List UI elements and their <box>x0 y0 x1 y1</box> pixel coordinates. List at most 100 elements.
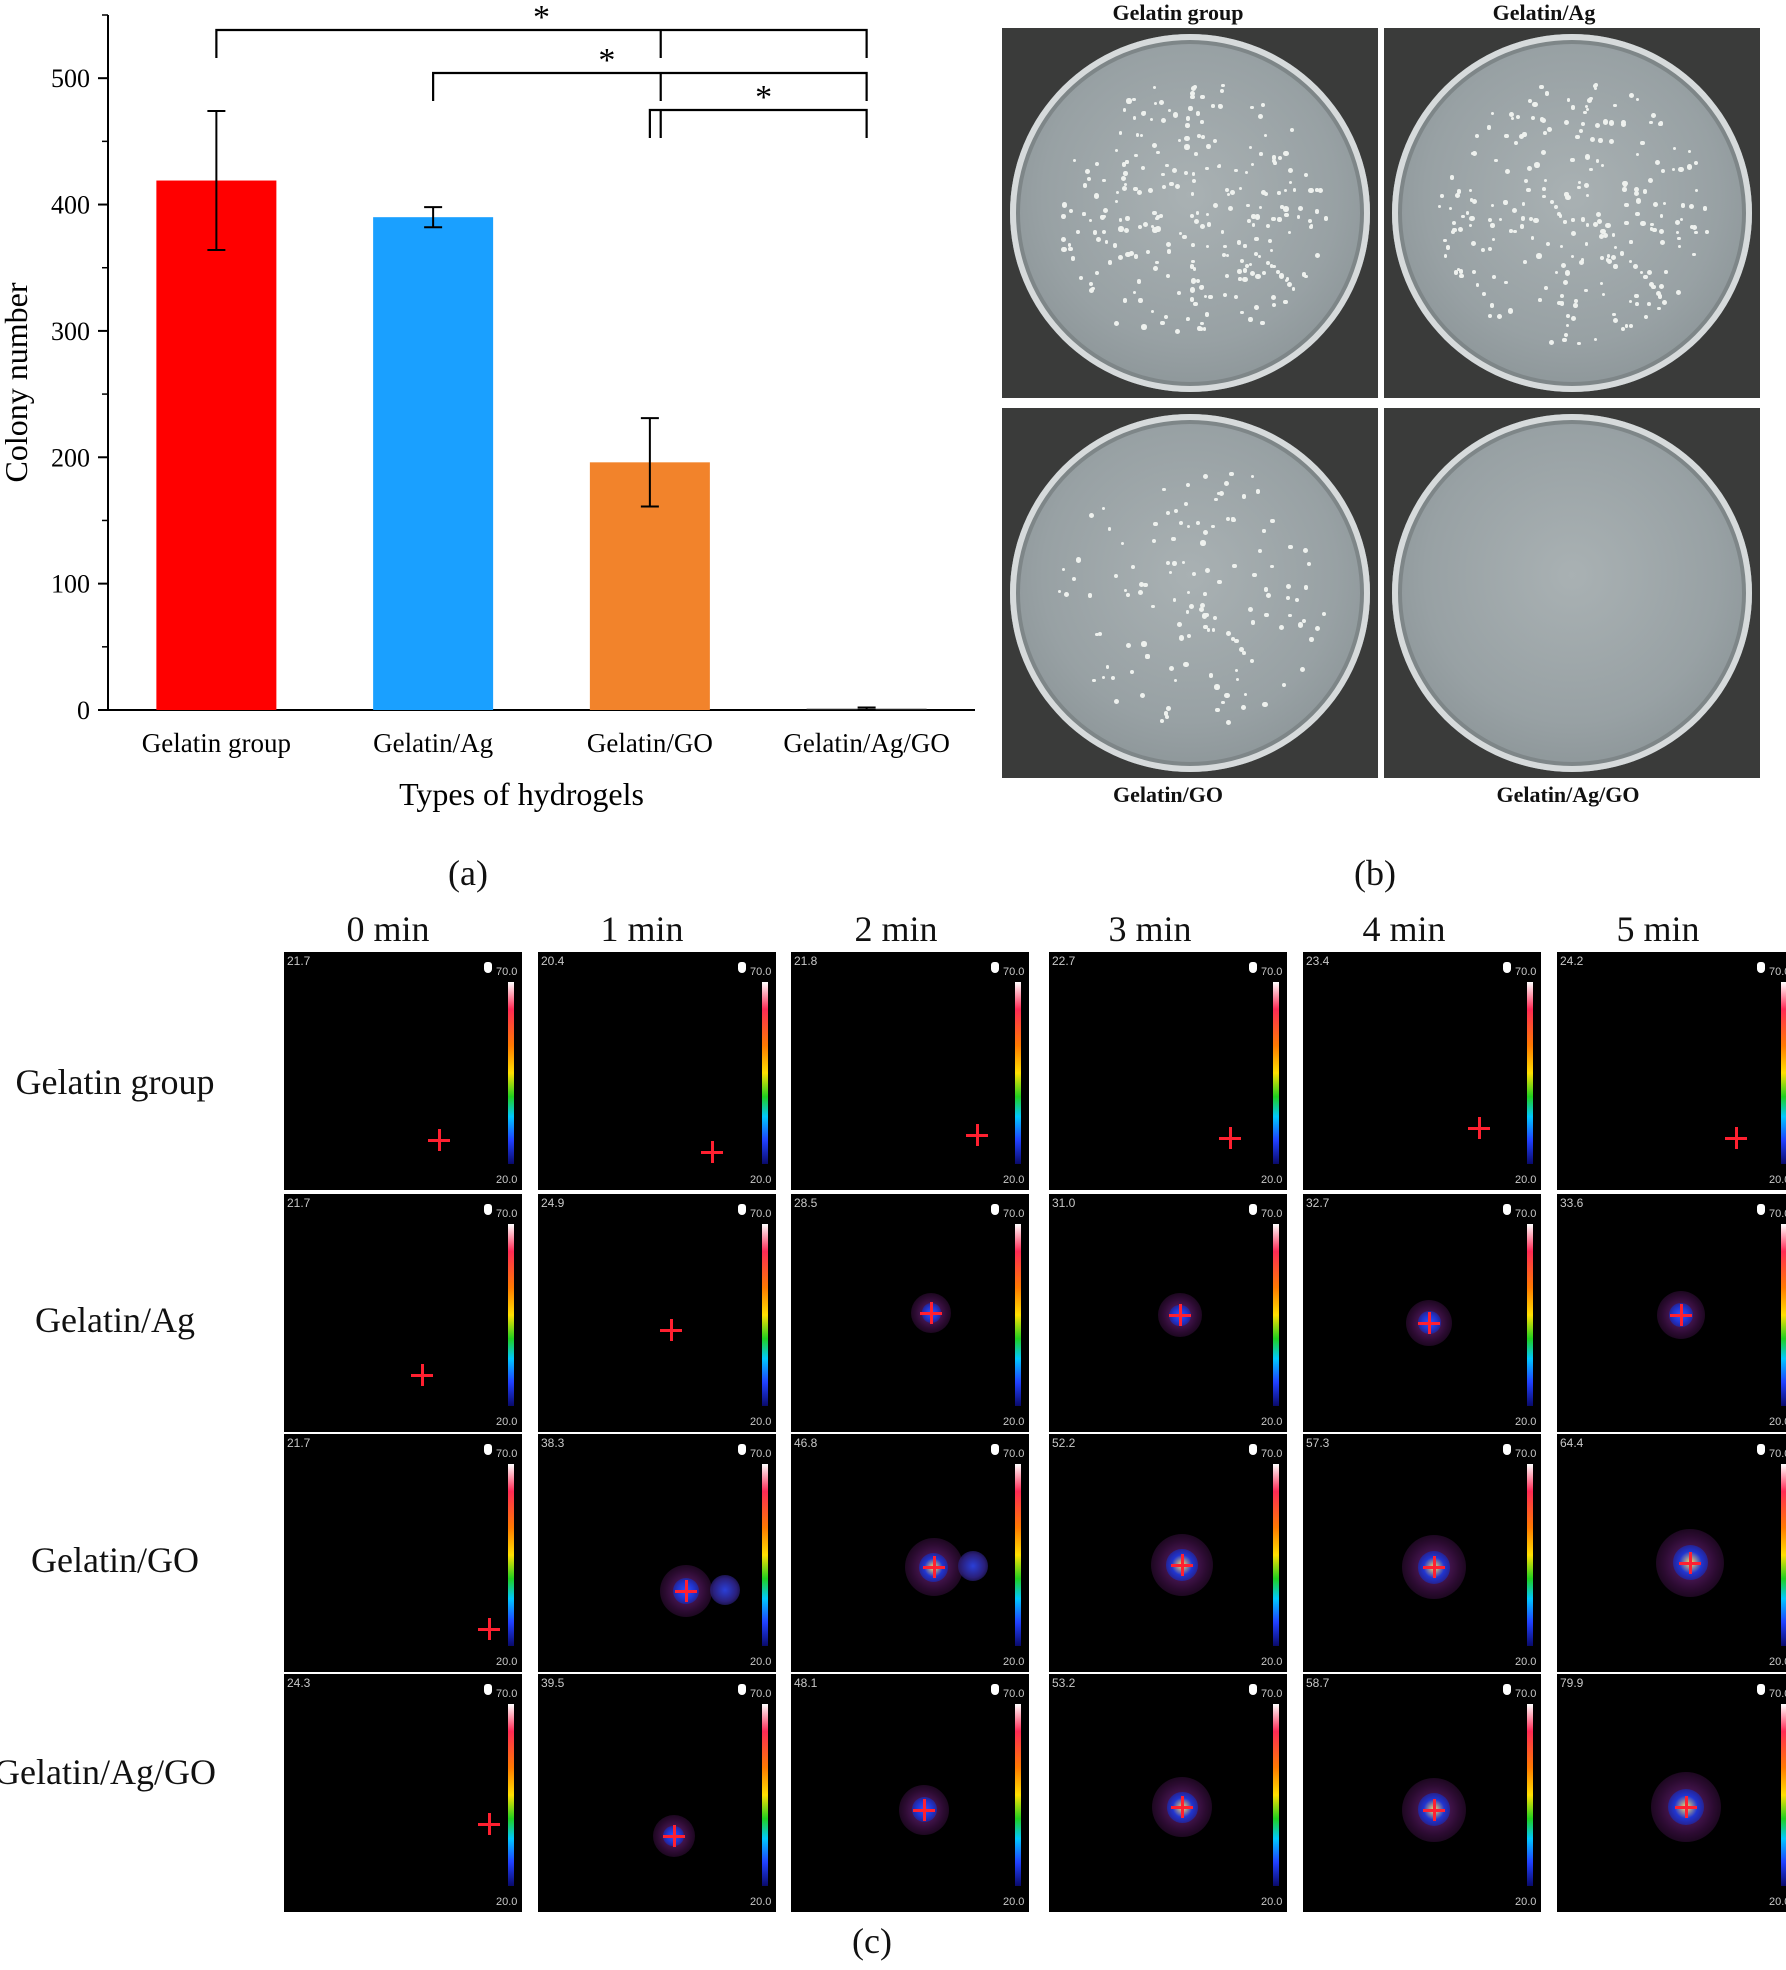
colony-dot <box>1232 563 1237 568</box>
colony-dot <box>1202 473 1209 479</box>
colony-dot <box>1205 568 1210 574</box>
colony-dot <box>1264 191 1269 196</box>
colony-dot <box>1204 312 1210 317</box>
temperature-readout: 21.7 <box>287 1196 311 1210</box>
colony-dot <box>1443 254 1448 258</box>
colony-dot <box>1640 220 1646 226</box>
temperature-color-scale <box>1527 982 1533 1164</box>
colony-dot <box>1651 284 1656 290</box>
colony-dot <box>1255 489 1260 494</box>
colony-dot <box>1101 229 1106 234</box>
colony-dot <box>1190 264 1195 269</box>
significance-star: * <box>533 0 550 36</box>
colony-dot <box>1212 616 1217 621</box>
measurement-crosshair-icon <box>660 1318 683 1341</box>
temperature-readout: 24.2 <box>1560 954 1584 968</box>
colony-dot <box>1260 320 1265 326</box>
colony-dot <box>1115 190 1119 195</box>
petri-dish <box>1010 414 1370 772</box>
hand-cursor-icon <box>1249 1204 1257 1215</box>
colony-dot <box>1185 317 1189 322</box>
colony-dot <box>1217 579 1222 585</box>
colony-dot <box>1564 192 1569 197</box>
colony-dot <box>1125 160 1129 164</box>
colony-dot <box>1123 227 1129 233</box>
colony-dot <box>1557 301 1562 306</box>
colony-dot <box>1589 136 1596 142</box>
measurement-crosshair-icon <box>427 1129 450 1152</box>
colony-dot <box>1515 115 1520 120</box>
colony-dot <box>1526 165 1532 171</box>
panel-label-c: (c) <box>852 1921 892 1961</box>
temperature-color-scale <box>508 982 514 1164</box>
measurement-crosshair-icon <box>1674 1796 1697 1819</box>
colony-dot <box>1628 259 1632 263</box>
colony-dot <box>1600 229 1606 235</box>
colony-dot <box>1544 179 1548 183</box>
colony-dot <box>1186 482 1191 487</box>
colony-dot <box>1200 321 1204 326</box>
colony-dot <box>1565 313 1570 318</box>
colony-dot <box>1133 186 1138 192</box>
colony-dot <box>1287 281 1293 287</box>
thermal-image: 23.4 70.0 20.0 <box>1303 952 1541 1190</box>
plate-image-gelatin-ag <box>1384 28 1760 398</box>
colony-dot <box>1539 117 1545 122</box>
colony-dot <box>1309 225 1314 230</box>
colony-dot <box>1239 646 1244 652</box>
colony-dot <box>1171 560 1177 566</box>
petri-dish <box>1392 34 1752 392</box>
temperature-color-scale <box>1015 1704 1021 1886</box>
colony-dot <box>1162 487 1166 492</box>
colony-dot <box>1609 120 1615 126</box>
colony-dot <box>1195 521 1200 525</box>
plate-label-gelatin-ag-go: Gelatin/Ag/GO <box>1496 782 1640 807</box>
colony-dot <box>1307 219 1312 224</box>
colony-dot <box>1184 144 1190 150</box>
colony-dot <box>1585 223 1589 227</box>
colony-dot <box>1562 280 1569 286</box>
temperature-readout: 33.6 <box>1560 1196 1584 1210</box>
scale-min-label: 20.0 <box>1003 1416 1025 1428</box>
scale-min-label: 20.0 <box>1769 1896 1786 1908</box>
colony-dot <box>1166 249 1172 255</box>
colony-dot <box>1314 208 1320 214</box>
colony-dot <box>1439 193 1444 198</box>
colony-dot <box>1283 151 1289 157</box>
colony-dot <box>1195 211 1200 215</box>
colony-dot <box>1610 254 1616 260</box>
colony-dot <box>1521 202 1526 206</box>
thermal-image: 79.9 70.0 20.0 <box>1557 1674 1786 1912</box>
colony-dot <box>1624 202 1629 208</box>
colony-dot <box>1120 541 1124 545</box>
colony-dot <box>1530 115 1536 121</box>
thermal-image: 24.9 70.0 20.0 <box>538 1194 776 1432</box>
colony-dot <box>1122 298 1128 303</box>
colony-dot <box>1595 122 1601 128</box>
temperature-readout: 28.5 <box>794 1196 818 1210</box>
y-tick-label: 300 <box>51 317 90 346</box>
colony-dot <box>1215 707 1220 712</box>
colony-dot <box>1554 270 1558 274</box>
colony-dot <box>1574 299 1578 303</box>
x-axis-title: Types of hydrogels <box>399 776 644 812</box>
colony-dot <box>1061 568 1065 572</box>
scale-max-label: 70.0 <box>1515 966 1537 978</box>
temperature-readout: 21.8 <box>794 954 818 968</box>
colony-dot <box>1472 199 1478 205</box>
colony-dot <box>1652 227 1657 233</box>
hand-cursor-icon <box>484 1444 492 1455</box>
temperature-readout: 23.4 <box>1306 954 1330 968</box>
hand-cursor-icon <box>991 1444 999 1455</box>
time-label-5: 5 min <box>1616 909 1700 949</box>
colony-dot <box>1250 106 1254 110</box>
temperature-readout: 21.7 <box>287 1436 311 1450</box>
measurement-crosshair-icon <box>965 1124 988 1147</box>
colony-dot <box>1185 123 1190 128</box>
colony-dot <box>1705 230 1710 234</box>
significance-bracket <box>432 71 868 101</box>
hand-cursor-icon <box>484 962 492 973</box>
colony-dot <box>1212 202 1218 208</box>
y-axis-title: Colony number <box>0 282 34 482</box>
temperature-color-scale <box>762 982 768 1164</box>
